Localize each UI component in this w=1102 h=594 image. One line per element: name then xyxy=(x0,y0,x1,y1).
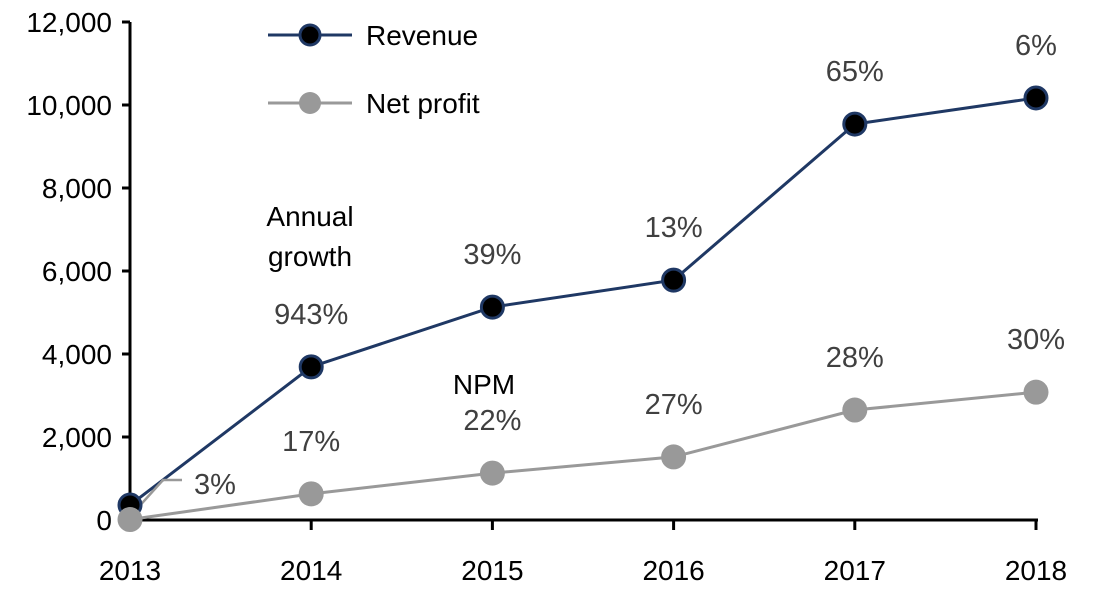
revenue-point xyxy=(661,267,687,293)
revenue-growth-label: 65% xyxy=(826,56,884,88)
legend-net-profit-marker xyxy=(299,92,321,114)
y-tick-label: 0 xyxy=(96,505,112,536)
revenue-point xyxy=(1023,85,1049,111)
revenue-growth-label: 39% xyxy=(463,239,521,271)
legend: Revenue Net profit xyxy=(268,20,480,119)
net-profit-point xyxy=(842,397,868,423)
revenue-point xyxy=(298,354,324,380)
npm-label: 28% xyxy=(826,342,884,374)
net-profit-point xyxy=(117,507,143,533)
revenue-growth-label: 943% xyxy=(274,299,348,331)
y-tick-label: 12,000 xyxy=(26,7,112,38)
npm-label: 3% xyxy=(194,469,236,501)
revenue-growth-label: 13% xyxy=(645,212,703,244)
net-profit-point xyxy=(298,481,324,507)
npm-label: 22% xyxy=(463,405,521,437)
annotation-growth: growth xyxy=(268,241,352,272)
legend-revenue-label: Revenue xyxy=(366,20,478,51)
y-tick-label: 4,000 xyxy=(42,339,112,370)
annotation-annual: Annual xyxy=(266,201,353,232)
x-tick-label: 2013 xyxy=(99,555,161,586)
legend-net-profit-label: Net profit xyxy=(366,88,480,119)
x-tick-label: 2015 xyxy=(461,555,523,586)
revenue-point xyxy=(842,111,868,137)
revenue-growth-label: 6% xyxy=(1015,30,1057,62)
annotation-npm: NPM xyxy=(453,369,515,400)
net-profit-point xyxy=(479,460,505,486)
data-labels: 943% 39% 13% 65% 6% 3% 17% 22% 27% 28% 30% xyxy=(194,30,1065,501)
y-tick-label: 8,000 xyxy=(42,173,112,204)
x-tick-label: 2018 xyxy=(1005,555,1067,586)
x-tick-label: 2014 xyxy=(280,555,342,586)
npm-label: 27% xyxy=(645,389,703,421)
net-profit-point xyxy=(1023,379,1049,405)
x-tick-label: 2016 xyxy=(642,555,704,586)
legend-revenue-marker xyxy=(298,23,322,47)
npm-label: 17% xyxy=(282,426,340,458)
axes: 0 2,000 4,000 6,000 8,000 10,000 12,000 2013 201… xyxy=(26,7,1067,586)
net-profit-point xyxy=(661,444,687,470)
npm-label: 30% xyxy=(1007,324,1065,356)
revenue-point xyxy=(479,294,505,320)
y-tick-label: 6,000 xyxy=(42,256,112,287)
y-tick-label: 2,000 xyxy=(42,422,112,453)
series-lines xyxy=(117,85,1049,533)
series-line-net-profit xyxy=(129,390,1037,522)
x-tick-label: 2017 xyxy=(824,555,886,586)
y-tick-label: 10,000 xyxy=(26,90,112,121)
series-line-revenue xyxy=(129,96,1037,507)
